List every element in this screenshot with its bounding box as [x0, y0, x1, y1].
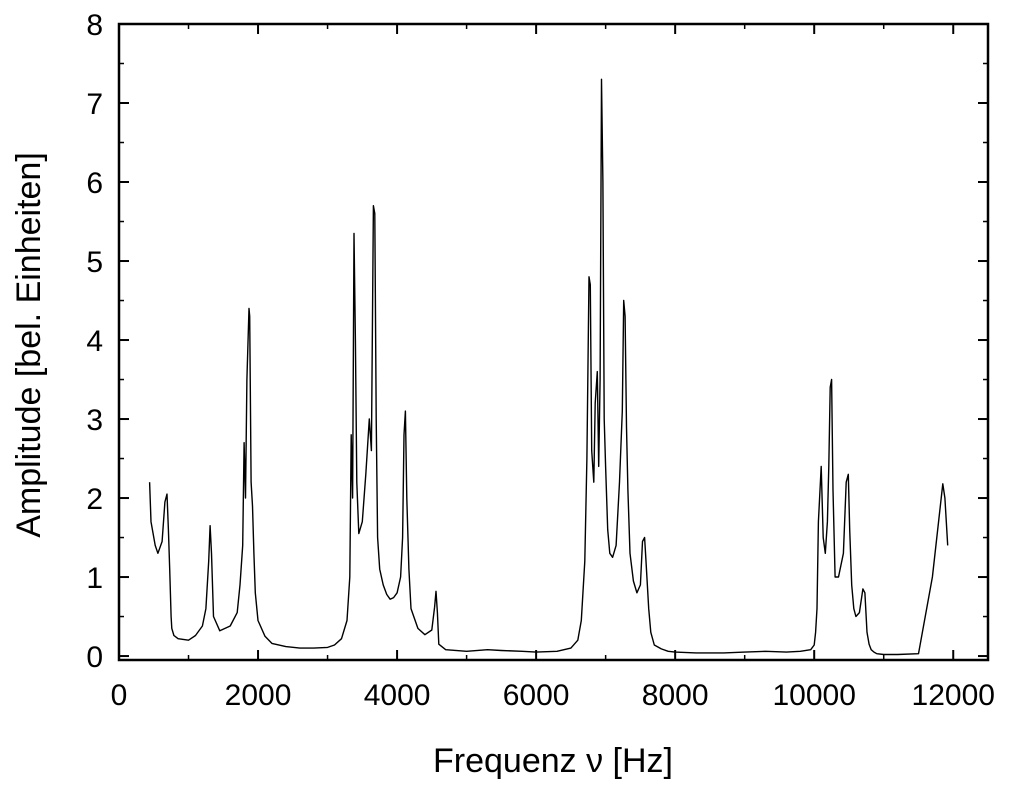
- y-tick-label: 8: [86, 9, 103, 42]
- x-tick-label: 6000: [503, 679, 570, 712]
- plot-frame: [117, 22, 990, 662]
- x-tick-label: 8000: [642, 679, 709, 712]
- x-axis-title: Frequenz ν [Hz]: [433, 742, 673, 780]
- amplitude-spectrum-line: [148, 78, 949, 656]
- x-tick-label: 12000: [912, 679, 995, 712]
- y-tick-labels: 0 1 2 3 4 5 6 7 8: [86, 9, 103, 674]
- y-tick-label: 6: [86, 167, 103, 200]
- y-tick-label: 1: [86, 562, 103, 595]
- y-tick-label: 2: [86, 483, 103, 516]
- y-axis-title: Amplitude [bel. Einheiten]: [10, 152, 48, 538]
- y-tick-label: 3: [86, 404, 103, 437]
- x-tick-label: 10000: [772, 679, 855, 712]
- y-tick-label: 4: [86, 325, 103, 358]
- y-tick-label: 7: [86, 88, 103, 121]
- x-tick-label: 0: [111, 679, 128, 712]
- x-tick-labels: 0 2000 4000 6000 8000 10000 12000: [111, 679, 995, 712]
- x-tick-label: 2000: [225, 679, 292, 712]
- x-tick-label: 4000: [364, 679, 431, 712]
- x-axis-ticks: [118, 24, 955, 660]
- y-tick-label: 0: [86, 641, 103, 674]
- y-axis-ticks: [119, 23, 988, 658]
- y-tick-label: 5: [86, 246, 103, 279]
